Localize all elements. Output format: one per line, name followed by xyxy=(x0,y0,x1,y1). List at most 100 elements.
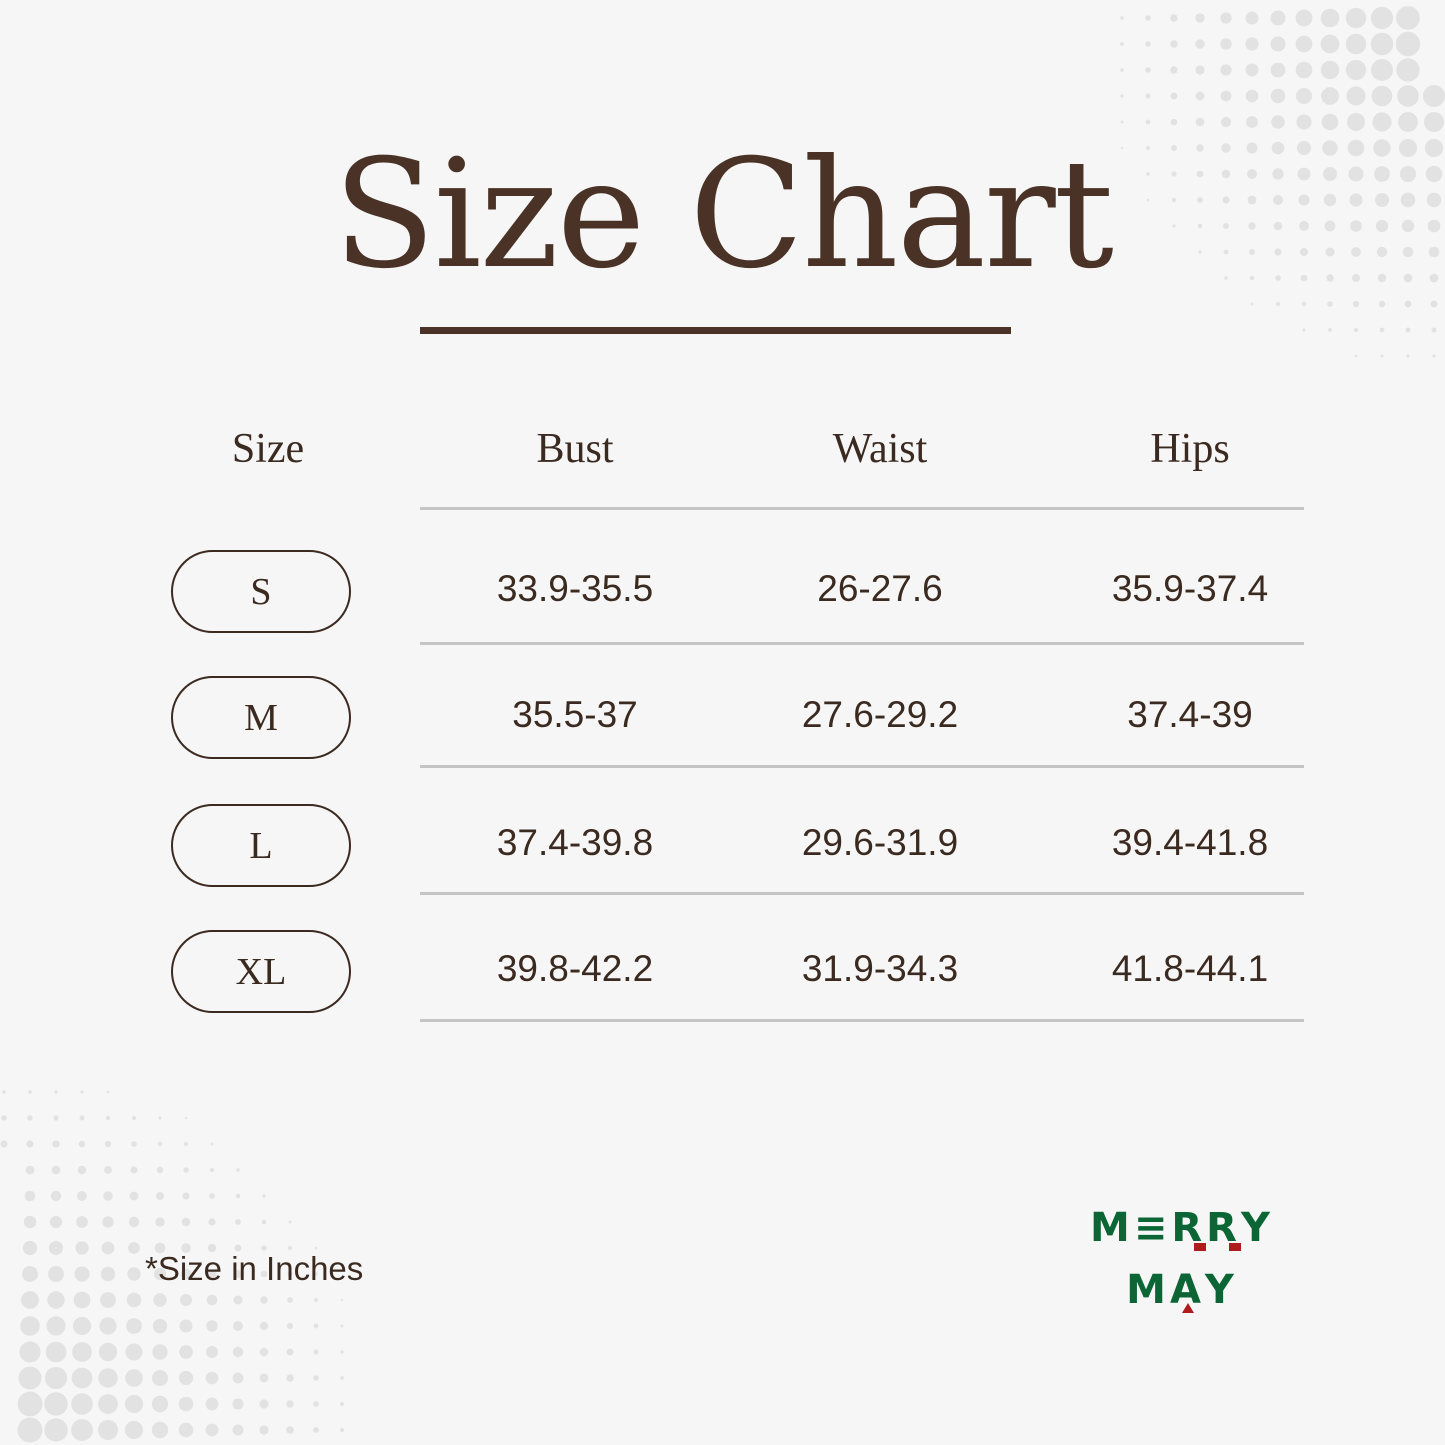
dot xyxy=(98,1420,118,1440)
dot xyxy=(181,1217,191,1227)
dot xyxy=(158,1116,162,1120)
dot xyxy=(124,1394,144,1414)
dot xyxy=(233,1321,243,1331)
dot xyxy=(1120,146,1124,150)
dot xyxy=(52,1140,60,1148)
dot xyxy=(1247,169,1257,179)
dot xyxy=(232,1372,244,1384)
dot xyxy=(208,1218,216,1226)
dot xyxy=(179,1345,193,1359)
dot xyxy=(1347,113,1365,131)
dot xyxy=(1426,192,1442,208)
dot xyxy=(313,1349,319,1355)
dot xyxy=(232,1398,244,1410)
dot xyxy=(1146,172,1150,176)
dot xyxy=(1295,9,1313,27)
dot xyxy=(27,1115,33,1121)
dot xyxy=(53,1115,59,1121)
dot xyxy=(286,1426,294,1434)
dot xyxy=(287,1297,293,1303)
dot xyxy=(1402,246,1414,258)
dot xyxy=(1377,273,1387,283)
dot xyxy=(1275,275,1281,281)
dot xyxy=(1246,116,1258,128)
dot xyxy=(1245,89,1259,103)
dot xyxy=(17,1391,43,1417)
dot xyxy=(1352,274,1360,282)
dot xyxy=(206,1294,218,1306)
dot xyxy=(99,1317,117,1335)
dot xyxy=(77,1165,87,1175)
dot xyxy=(1372,112,1392,132)
dot xyxy=(23,1215,37,1229)
dot xyxy=(103,1191,113,1201)
dot xyxy=(100,1292,116,1308)
dot xyxy=(184,1116,188,1120)
dot xyxy=(18,1366,42,1390)
bust-cell: 35.5-37 xyxy=(512,694,638,735)
dot xyxy=(262,1194,266,1198)
dot xyxy=(1245,63,1259,77)
dot xyxy=(25,1165,35,1175)
dot xyxy=(102,1216,114,1228)
dot xyxy=(1371,59,1393,81)
dot xyxy=(1295,61,1313,79)
dot xyxy=(206,1320,218,1332)
dot xyxy=(124,1420,144,1440)
dot xyxy=(44,1366,68,1390)
dot xyxy=(74,1266,90,1282)
dot xyxy=(1171,171,1177,177)
dot xyxy=(1196,144,1204,152)
dot xyxy=(1345,59,1367,81)
dot xyxy=(1348,166,1364,182)
header-bust: Bust xyxy=(536,426,614,472)
dot xyxy=(340,1298,344,1302)
hips-cell: 41.8-44.1 xyxy=(1111,948,1269,989)
dot xyxy=(1354,354,1358,358)
dot xyxy=(1296,114,1312,130)
dot xyxy=(1396,6,1420,30)
dot xyxy=(209,1167,215,1173)
dot xyxy=(75,1241,89,1255)
dot xyxy=(1404,300,1412,308)
dot xyxy=(1351,247,1361,257)
dot xyxy=(207,1243,217,1253)
dot xyxy=(313,1401,319,1407)
dot xyxy=(71,1419,93,1441)
dot xyxy=(1245,11,1259,25)
dot xyxy=(1406,354,1410,358)
dot xyxy=(49,1215,63,1229)
dot xyxy=(1270,62,1286,78)
dot xyxy=(22,1240,38,1256)
dot xyxy=(180,1268,192,1280)
dot xyxy=(1399,165,1417,183)
dot xyxy=(234,1270,242,1278)
dot xyxy=(71,1367,93,1389)
dot xyxy=(1224,276,1228,280)
dot xyxy=(1322,140,1338,156)
dot xyxy=(1172,224,1176,228)
dot xyxy=(17,1417,43,1443)
dot xyxy=(1376,246,1388,258)
dot xyxy=(44,1418,68,1442)
waist-cell: 27.6-29.2 xyxy=(801,694,959,735)
hips-cell: 37.4-39 xyxy=(1127,694,1253,735)
row-divider xyxy=(420,892,1304,895)
dot xyxy=(1399,139,1417,157)
dot xyxy=(179,1319,193,1333)
hips-cell: 39.4-41.8 xyxy=(1111,822,1269,863)
dot xyxy=(1324,220,1336,232)
dot xyxy=(1245,37,1259,51)
dot xyxy=(100,1266,116,1282)
dot xyxy=(1321,87,1339,105)
dot xyxy=(178,1370,194,1386)
dot xyxy=(1424,138,1444,158)
dot xyxy=(1170,92,1178,100)
dot xyxy=(1120,120,1124,124)
dot xyxy=(54,1090,58,1094)
dot xyxy=(1297,141,1311,155)
dot xyxy=(1370,32,1394,56)
dot xyxy=(180,1294,192,1306)
bust-cell: 37.4-39.8 xyxy=(496,822,654,863)
